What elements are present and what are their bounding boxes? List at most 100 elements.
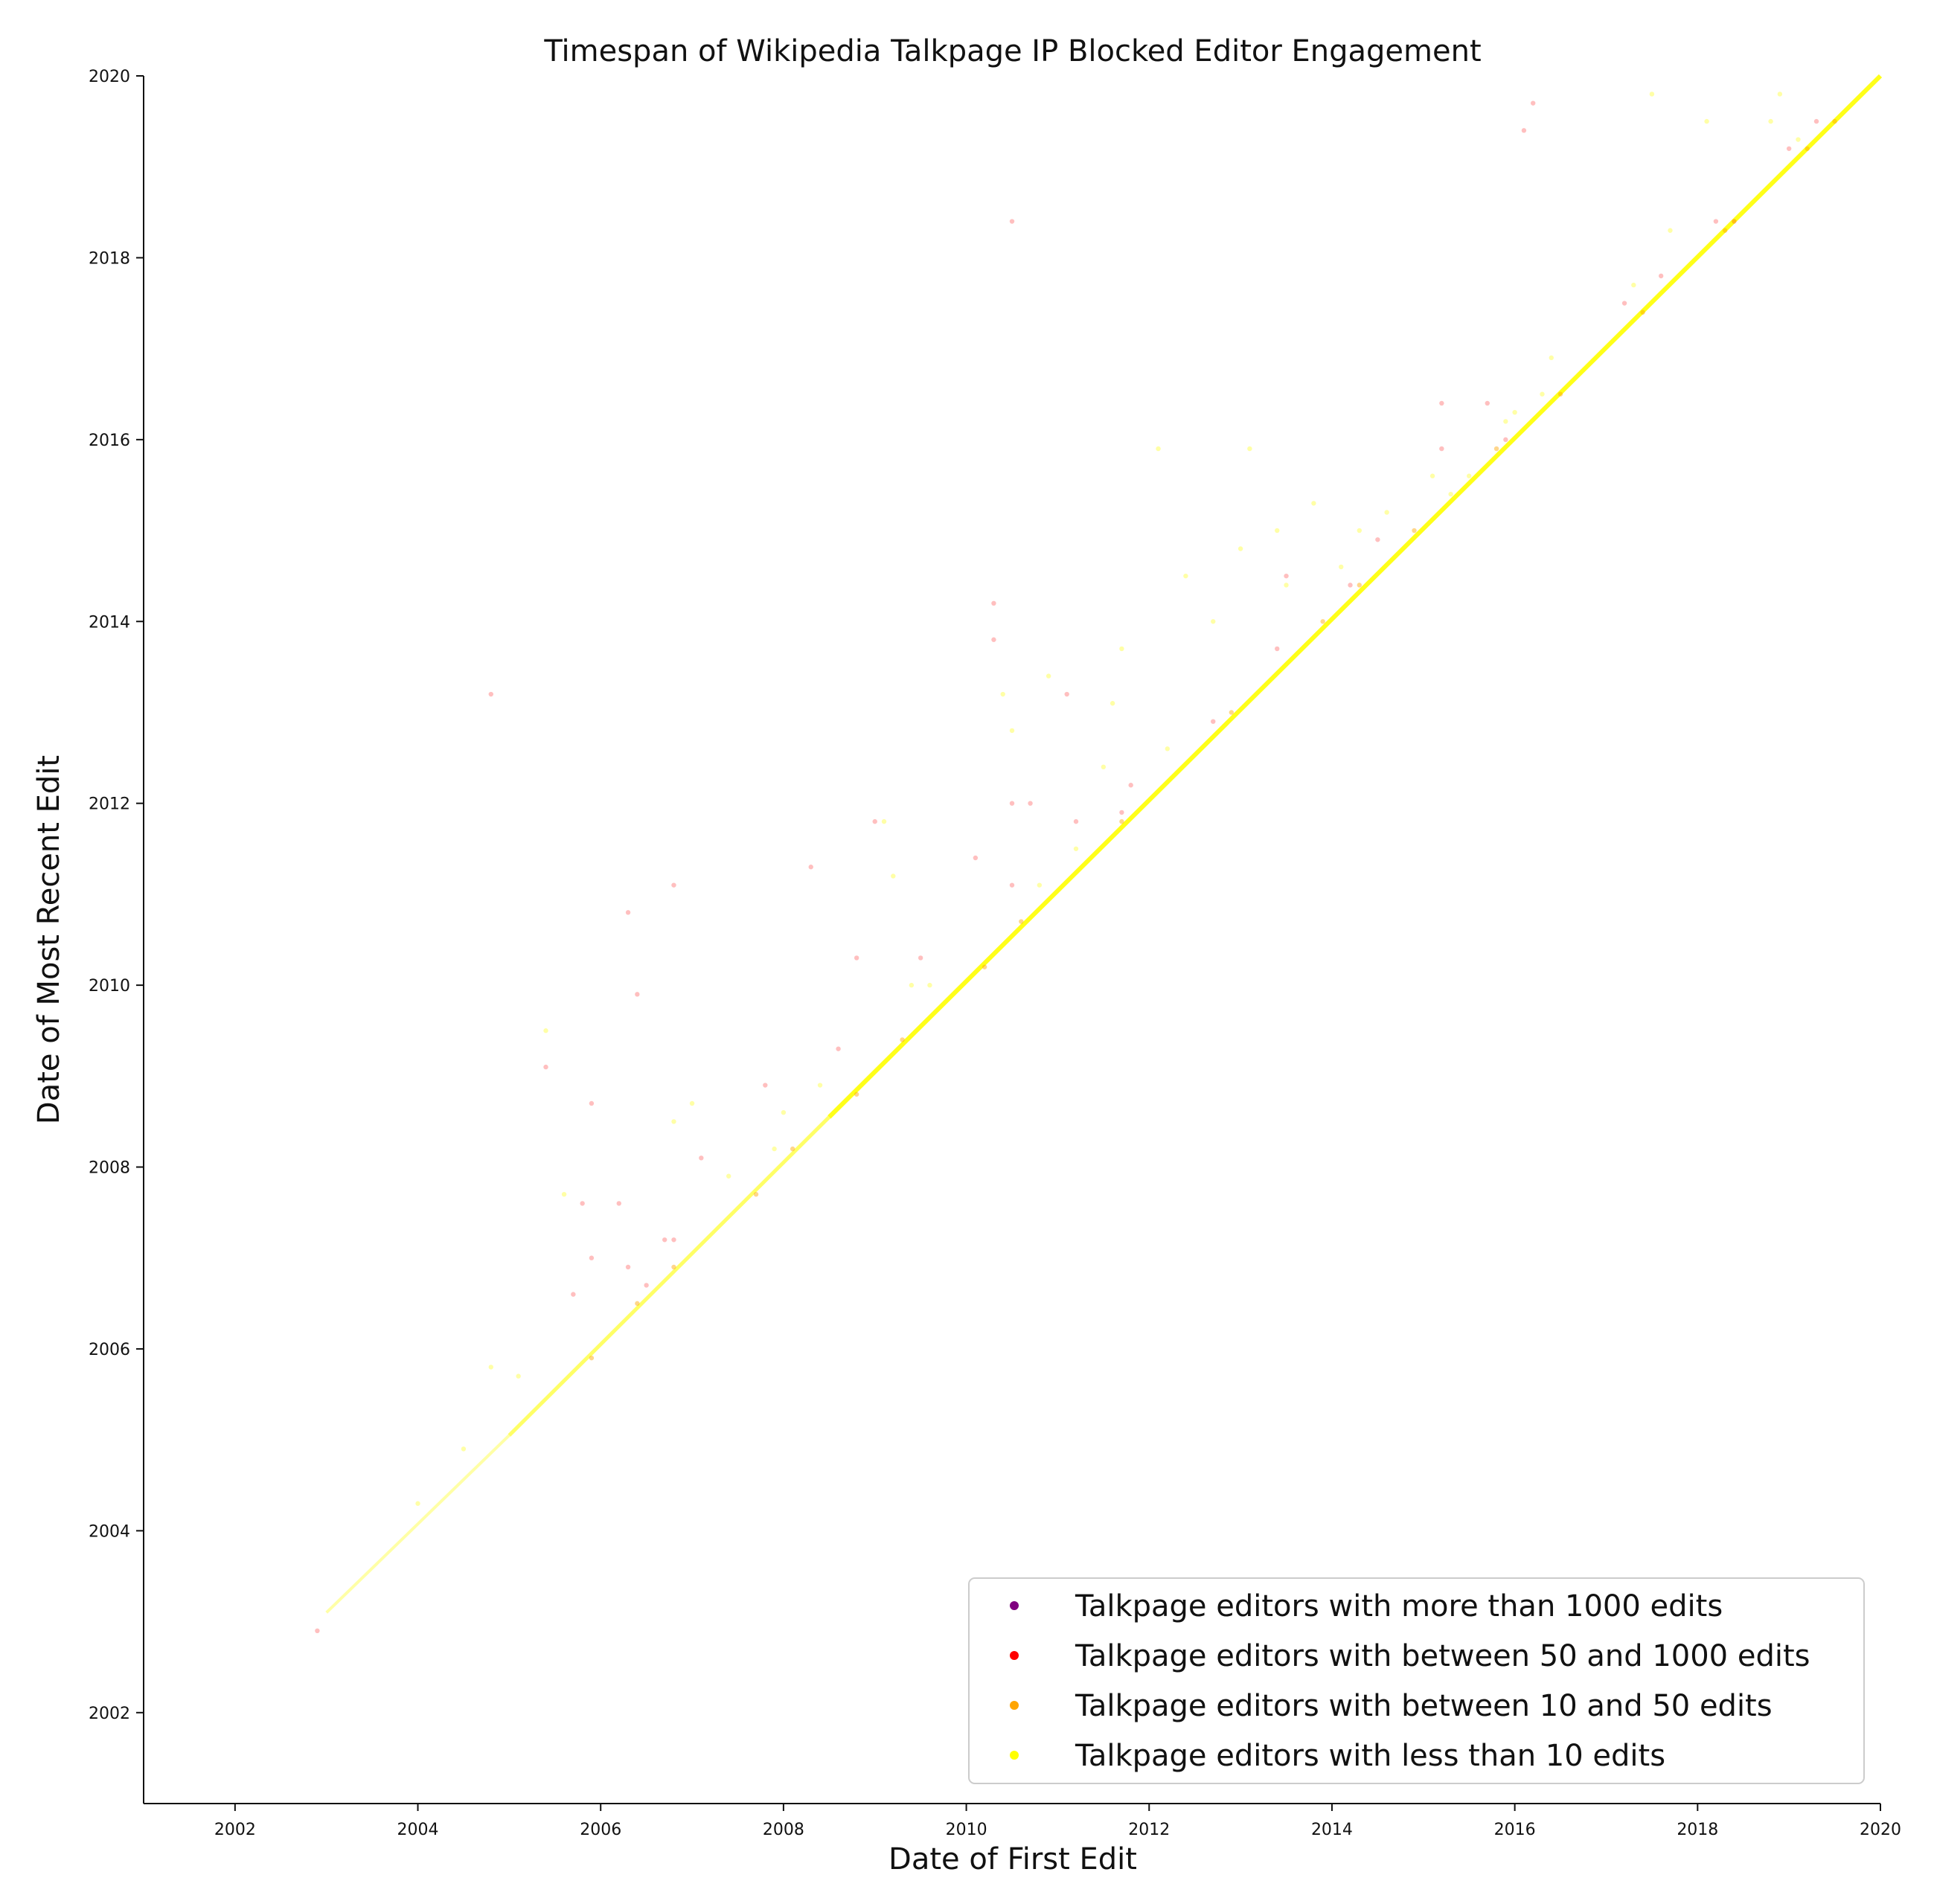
scatter-point: [625, 1264, 631, 1270]
scatter-point: [1768, 118, 1773, 124]
scatter-point: [1549, 355, 1554, 361]
scatter-point: [1110, 701, 1115, 706]
y-tick-label: 2020: [89, 68, 130, 86]
scatter-point: [1019, 919, 1024, 924]
scatter-point: [543, 1064, 548, 1070]
scatter-point: [644, 1283, 649, 1288]
scatter-point: [1503, 437, 1508, 443]
scatter-point: [589, 1100, 595, 1106]
scatter-point: [1311, 501, 1316, 506]
scatter-point: [589, 1355, 595, 1361]
scatter-point: [1339, 564, 1344, 570]
scatter-point: [1128, 783, 1133, 788]
scatter-point: [1348, 583, 1353, 588]
scatter-point: [1384, 510, 1389, 515]
y-tick-label: 2012: [89, 795, 130, 814]
x-tick-label: 2014: [1311, 1821, 1353, 1839]
band-segment-mid: [507, 1115, 831, 1437]
diagonal-point-band: [325, 74, 1883, 1614]
legend-label: Talkpage editors with more than 1000 edi…: [1075, 1589, 1723, 1623]
scatter-point: [671, 882, 676, 888]
scatter-point: [1439, 400, 1444, 406]
scatter-point: [763, 1083, 768, 1088]
scatter-point: [900, 1037, 905, 1042]
scatter-point: [1448, 491, 1453, 497]
scatter-point: [854, 1092, 859, 1097]
x-tick-label: 2010: [946, 1821, 987, 1839]
scatter-point: [1357, 528, 1363, 533]
scatter-point: [881, 818, 887, 824]
scatter-point: [1009, 882, 1015, 888]
legend-marker: [1010, 1701, 1019, 1710]
scatter-point: [488, 691, 493, 697]
scatter-point: [1467, 473, 1472, 478]
scatter-point: [616, 1201, 621, 1206]
scatter-point: [1668, 228, 1673, 233]
scatter-point: [1073, 846, 1079, 851]
scatter-point: [1375, 537, 1380, 542]
scatter-point: [1028, 801, 1033, 806]
scatter-point: [488, 1365, 493, 1370]
scatter-point: [918, 955, 923, 961]
scatter-point: [973, 855, 979, 861]
scatter-point: [689, 1100, 695, 1106]
scatter-point: [872, 818, 877, 824]
scatter-point: [1796, 137, 1801, 142]
scatter-point: [1777, 92, 1783, 97]
scatter-point: [580, 1201, 585, 1206]
scatter-point: [781, 1110, 787, 1115]
legend-marker: [1010, 1651, 1019, 1660]
scatter-point: [1119, 646, 1124, 652]
scatter-point: [671, 1264, 676, 1270]
scatter-point: [671, 1119, 676, 1124]
x-tick-label: 2016: [1494, 1821, 1536, 1839]
scatter-point: [1412, 528, 1417, 533]
scatter-point: [1631, 282, 1636, 288]
scatter-point: [753, 1191, 759, 1197]
scatter-point: [1211, 619, 1216, 624]
scatter-point: [1229, 710, 1235, 715]
scatter-point: [1000, 691, 1005, 697]
x-tick-label: 2004: [397, 1821, 439, 1839]
scatter-point: [1046, 673, 1051, 679]
y-tick-label: 2002: [89, 1705, 130, 1723]
scatter-point: [891, 874, 896, 879]
scatter-point: [1640, 310, 1645, 315]
scatter-point: [1009, 801, 1015, 806]
scatter-point: [699, 1155, 704, 1161]
scatter-point: [662, 1237, 667, 1243]
y-tick-label: 2008: [89, 1159, 130, 1178]
scatter-point: [1503, 419, 1508, 424]
scatter-point: [1531, 100, 1536, 106]
scatter-point: [1786, 146, 1792, 151]
legend-marker: [1010, 1751, 1019, 1760]
chart-title: Timespan of Wikipedia Talkpage IP Blocke…: [543, 34, 1481, 68]
legend-label: Talkpage editors with less than 10 edits: [1075, 1739, 1665, 1773]
scatter-point: [589, 1255, 595, 1260]
scatter-point: [1156, 446, 1161, 452]
scatter-point: [1101, 764, 1107, 770]
y-tick-label: 2006: [89, 1341, 130, 1359]
legend-frame: [968, 1577, 1865, 1784]
scatter-point: [1713, 219, 1719, 224]
x-tick-label: 2002: [214, 1821, 256, 1839]
scatter-point: [817, 1083, 823, 1088]
scatter-point: [1119, 818, 1124, 824]
scatter-point: [1805, 146, 1810, 151]
x-tick-label: 2006: [580, 1821, 621, 1839]
scatter-point: [1521, 128, 1527, 133]
scatter-point: [1119, 810, 1124, 815]
scatter-point: [625, 910, 631, 915]
scatter-point: [982, 964, 987, 969]
scatter-point: [1320, 619, 1325, 624]
scatter-point: [516, 1373, 521, 1379]
x-tick-label: 2008: [763, 1821, 804, 1839]
scatter-point: [1284, 583, 1289, 588]
scatter-point: [1813, 118, 1819, 124]
scatter-point: [671, 1237, 676, 1243]
scatter-point: [772, 1146, 777, 1152]
y-tick-label: 2010: [89, 977, 130, 996]
scatter-points: [315, 92, 1837, 1633]
x-tick-label: 2012: [1128, 1821, 1170, 1839]
